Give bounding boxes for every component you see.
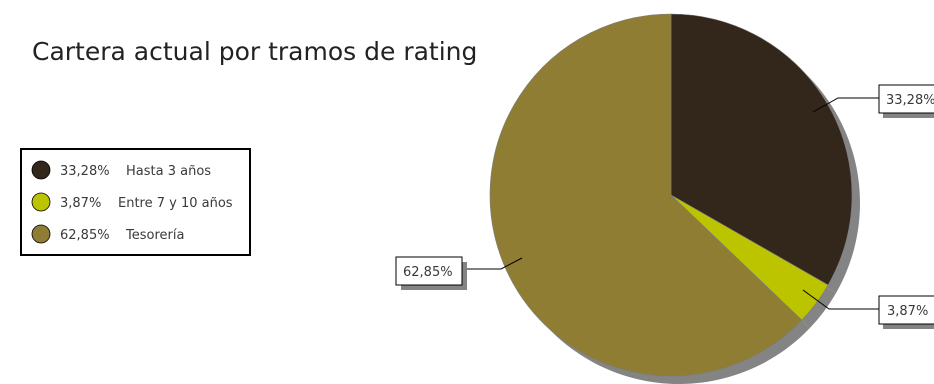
callout-label-0: 33,28% xyxy=(886,93,934,108)
legend-label-0: Hasta 3 años xyxy=(126,164,211,179)
callout-leader-2 xyxy=(462,257,523,270)
legend-item-0: 33,28% Hasta 3 años xyxy=(31,160,211,180)
callout-leader-1 xyxy=(802,289,879,310)
callout-label-1: 3,87% xyxy=(887,304,928,319)
legend-value-2: 62,85% xyxy=(60,228,110,243)
legend-label-1: Entre 7 y 10 años xyxy=(118,196,233,211)
callout-2: 62,85% xyxy=(395,256,523,290)
legend-item-1: 3,87% Entre 7 y 10 años xyxy=(31,192,233,212)
legend-label-2: Tesorería xyxy=(125,228,184,243)
callout-box-1 xyxy=(878,295,934,325)
pie-slice-2 xyxy=(489,13,803,377)
callout-1: 3,87% xyxy=(802,289,934,329)
legend-item-2: 62,85% Tesorería xyxy=(31,224,184,244)
legend-swatch-2 xyxy=(31,224,51,244)
chart-title: Cartera actual por tramos de rating xyxy=(32,37,477,66)
callout-label-2: 62,85% xyxy=(403,265,453,280)
legend-box xyxy=(20,148,251,256)
pie-slices xyxy=(489,13,853,377)
callout-box-2 xyxy=(395,256,463,286)
callout-leader-0 xyxy=(812,97,879,113)
legend: 33,28% Hasta 3 años 3,87% Entre 7 y 10 a… xyxy=(20,148,251,256)
legend-swatch-1 xyxy=(31,192,51,212)
legend-value-1: 3,87% xyxy=(60,196,101,211)
legend-value-0: 33,28% xyxy=(60,164,110,179)
callout-box-0 xyxy=(878,84,934,114)
callout-0: 33,28% xyxy=(812,84,934,118)
legend-swatch-0 xyxy=(31,160,51,180)
